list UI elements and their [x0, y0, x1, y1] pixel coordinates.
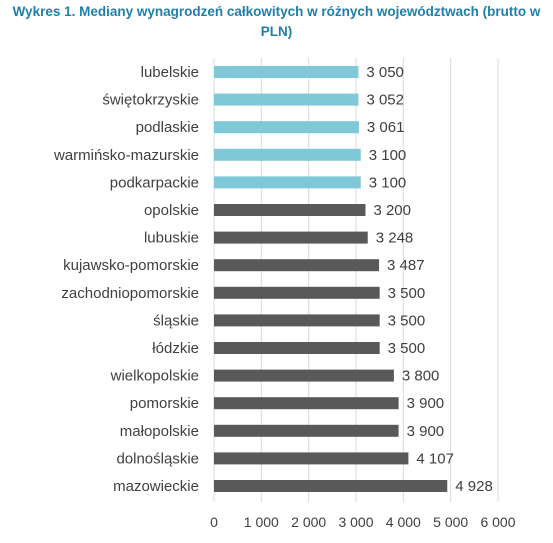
- value-label: 3 900: [407, 395, 445, 412]
- category-label: mazowieckie: [113, 478, 199, 495]
- bar: [214, 452, 409, 465]
- category-label: kujawsko-pomorskie: [63, 257, 199, 274]
- value-label: 3 800: [402, 368, 440, 385]
- value-label: 3 052: [366, 92, 404, 109]
- bar: [214, 176, 361, 189]
- value-labels: 3 050 3 052 3 061 3 100 3 100 3 200 3 248 3 487…: [366, 64, 492, 495]
- x-tick-label: 6 000: [480, 514, 515, 530]
- category-label: wielkopolskie: [110, 368, 199, 385]
- chart-title: Wykres 1. Mediany wynagrodzeń całkowityc…: [12, 4, 541, 39]
- x-tick-label: 1 000: [244, 514, 279, 530]
- bar: [214, 66, 359, 78]
- bar: [214, 231, 368, 244]
- bar: [214, 424, 399, 437]
- category-label: lubuskie: [144, 230, 199, 247]
- category-label: podlaskie: [136, 119, 199, 136]
- category-label: lubelskie: [141, 64, 199, 81]
- value-label: 4 107: [416, 450, 454, 467]
- value-label: 3 061: [367, 119, 405, 136]
- x-axis-ticks: 0 1 000 2 000 3 000 4 000 5 000 6 000: [210, 514, 516, 530]
- value-label: 3 500: [388, 312, 426, 329]
- category-label: dolnośląskie: [116, 450, 199, 467]
- x-tick-label: 3 000: [338, 514, 373, 530]
- x-tick-label: 0: [210, 514, 218, 530]
- category-label: podkarpackie: [110, 174, 199, 191]
- bar: [214, 286, 380, 299]
- bar: [214, 148, 361, 161]
- category-label: warmińsko-mazurskie: [53, 147, 199, 164]
- value-label: 3 100: [369, 147, 407, 164]
- bar: [214, 342, 380, 354]
- value-label: 3 500: [388, 285, 426, 302]
- value-label: 3 050: [366, 64, 404, 81]
- category-label: małopolskie: [120, 423, 199, 440]
- category-label: zachodniopomorskie: [61, 285, 199, 302]
- value-label: 3 487: [387, 257, 425, 274]
- category-label: opolskie: [144, 202, 199, 219]
- category-label: śląskie: [153, 312, 199, 329]
- bar: [214, 93, 359, 106]
- bars: [214, 66, 448, 492]
- category-label: łódzkie: [152, 340, 199, 357]
- x-tick-label: 5 000: [433, 514, 468, 530]
- x-tick-label: 2 000: [291, 514, 326, 530]
- value-label: 3 500: [388, 340, 426, 357]
- value-label: 3 200: [373, 202, 411, 219]
- category-label: pomorskie: [130, 395, 199, 412]
- bar: [214, 314, 380, 327]
- value-label: 3 900: [407, 423, 445, 440]
- bar: [214, 397, 399, 410]
- bar: [214, 369, 394, 382]
- bar: [214, 259, 380, 272]
- value-label: 3 100: [369, 174, 407, 191]
- bar: [214, 204, 366, 216]
- value-label: 3 248: [376, 230, 414, 247]
- bar: [214, 480, 448, 492]
- category-labels: lubelskie świętokrzyskie podlaskie warmińsk…: [53, 64, 199, 495]
- value-label: 4 928: [455, 478, 493, 495]
- x-tick-label: 4 000: [386, 514, 421, 530]
- category-label: świętokrzyskie: [102, 92, 199, 109]
- bar: [214, 121, 359, 134]
